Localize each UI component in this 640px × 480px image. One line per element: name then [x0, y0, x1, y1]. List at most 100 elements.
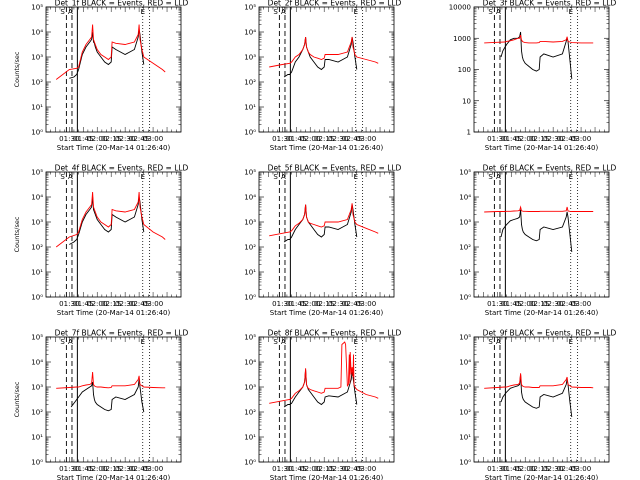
event-marker-label: S: [60, 8, 65, 16]
lld-series-line: [484, 205, 594, 213]
panel-title: Det_8f BLACK = Events, RED = LLD: [268, 329, 402, 338]
panel-title: Det_5f BLACK = Events, RED = LLD: [268, 164, 402, 173]
x-tick-label: 02:30: [328, 465, 348, 473]
event-marker-label: A: [68, 338, 73, 346]
y-tick-label: 10⁴: [31, 359, 43, 367]
event-marker-label: S: [273, 338, 278, 346]
x-tick-label: 01:45: [501, 300, 521, 308]
panel-det-9: 10⁰10¹10²10³10⁴10⁵01:3001:4502:0002:1502…: [459, 329, 616, 480]
x-tick-label: 03:00: [356, 135, 376, 143]
y-tick-label: 10¹: [244, 269, 256, 277]
y-tick-label: 10⁰: [31, 459, 43, 467]
x-tick-label: 02:15: [101, 465, 121, 473]
x-tick-label: 01:30: [59, 465, 79, 473]
y-axis-label: Counts/sec: [13, 51, 21, 87]
y-tick-label: 10³: [31, 384, 43, 392]
y-tick-label: 10²: [459, 409, 471, 417]
event-marker-label: E: [354, 338, 358, 346]
event-marker-label: A: [68, 173, 73, 181]
event-marker-label: A: [281, 8, 286, 16]
panel-det-5: 10⁰10¹10²10³10⁴10⁵01:3001:4502:0002:1502…: [244, 164, 401, 318]
events-series-line: [500, 374, 573, 418]
y-tick-label: 10⁴: [31, 194, 43, 202]
panel-det-6: 10⁰10¹10²10³10⁴10⁵01:3001:4502:0002:1502…: [459, 164, 616, 318]
x-axis-label: Start Time (20-Mar-14 01:26:40): [270, 309, 384, 317]
y-tick-label: 10²: [244, 409, 256, 417]
y-tick-label: 100: [458, 66, 471, 74]
x-tick-label: 03:00: [143, 135, 163, 143]
x-tick-label: 03:00: [356, 465, 376, 473]
panel-title: Det_2f BLACK = Events, RED = LLD: [268, 0, 402, 8]
x-tick-label: 02:15: [314, 300, 334, 308]
panel-title: Det_6f BLACK = Events, RED = LLD: [483, 164, 617, 173]
x-tick-label: 01:30: [487, 465, 507, 473]
event-marker-label: A: [281, 338, 286, 346]
event-marker-label: S: [488, 338, 493, 346]
event-marker-label: E: [141, 173, 145, 181]
x-tick-label: 01:45: [501, 135, 521, 143]
y-tick-label: 10⁰: [459, 294, 471, 302]
y-tick-label: 10³: [244, 219, 256, 227]
x-tick-label: 02:15: [101, 300, 121, 308]
y-axis-label: Counts/sec: [13, 381, 21, 417]
plot-frame: [45, 336, 182, 463]
x-tick-label: 02:15: [529, 465, 549, 473]
x-tick-label: 02:45: [129, 465, 149, 473]
lld-series-line: [484, 373, 594, 389]
x-tick-label: 02:15: [101, 135, 121, 143]
x-tick-label: 01:45: [286, 300, 306, 308]
x-tick-label: 02:45: [342, 300, 362, 308]
panel-title: Det_7f BLACK = Events, RED = LLD: [55, 329, 189, 338]
x-tick-label: 02:00: [87, 135, 107, 143]
y-tick-label: 10⁵: [31, 169, 43, 177]
lld-series-line: [269, 203, 379, 237]
x-tick-label: 02:45: [342, 135, 362, 143]
event-marker-label: E: [569, 338, 573, 346]
y-tick-label: 10⁵: [244, 169, 256, 177]
x-tick-label: 02:30: [115, 465, 135, 473]
event-marker-label: S: [488, 173, 493, 181]
y-tick-label: 1: [467, 129, 471, 137]
event-marker-label: A: [496, 8, 501, 16]
y-tick-label: 10³: [244, 54, 256, 62]
panel-title: Det_9f BLACK = Events, RED = LLD: [483, 329, 617, 338]
x-tick-label: 02:45: [557, 300, 577, 308]
y-tick-label: 10⁴: [459, 359, 471, 367]
y-tick-label: 10⁵: [244, 4, 256, 12]
x-tick-label: 01:30: [487, 135, 507, 143]
x-tick-label: 02:45: [129, 300, 149, 308]
panel-det-2: 10⁰10¹10²10³10⁴10⁵01:3001:4502:0002:1502…: [244, 0, 401, 152]
event-marker-label: E: [141, 8, 145, 16]
x-axis-label: Start Time (20-Mar-14 01:26:40): [485, 474, 599, 480]
x-tick-label: 02:30: [115, 300, 135, 308]
panel-det-8: 10⁰10¹10²10³10⁴10⁵01:3001:4502:0002:1502…: [244, 329, 401, 480]
x-axis-label: Start Time (20-Mar-14 01:26:40): [485, 144, 599, 152]
x-tick-label: 02:00: [515, 135, 535, 143]
y-tick-label: 10⁵: [31, 334, 43, 342]
events-series-line: [500, 209, 573, 253]
event-marker-label: A: [496, 338, 501, 346]
x-axis-label: Start Time (20-Mar-14 01:26:40): [57, 309, 171, 317]
panel-det-7: 10⁰10¹10²10³10⁴10⁵01:3001:4502:0002:1502…: [13, 329, 189, 480]
event-marker-label: E: [141, 338, 145, 346]
x-tick-label: 01:45: [73, 300, 93, 308]
x-tick-label: 01:45: [286, 465, 306, 473]
y-tick-label: 10³: [31, 54, 43, 62]
event-marker-label: A: [496, 173, 501, 181]
y-axis-label: Counts/sec: [13, 216, 21, 252]
plot-frame: [258, 6, 395, 133]
x-tick-label: 03:00: [571, 465, 591, 473]
y-tick-label: 10: [462, 97, 471, 105]
x-tick-label: 02:30: [543, 135, 563, 143]
x-tick-label: 02:30: [328, 135, 348, 143]
x-tick-label: 02:00: [515, 300, 535, 308]
events-series-line: [283, 36, 358, 78]
y-tick-label: 10¹: [244, 104, 256, 112]
y-tick-label: 10⁴: [31, 29, 43, 37]
x-axis-label: Start Time (20-Mar-14 01:26:40): [270, 144, 384, 152]
panel-det-4: 10⁰10¹10²10³10⁴10⁵01:3001:4502:0002:1502…: [13, 164, 189, 318]
x-axis-label: Start Time (20-Mar-14 01:26:40): [57, 474, 171, 480]
panel-det-3: 1 10 100 1000 10000 01:3001:4502:0002:1502:30…: [449, 0, 617, 152]
events-series-line: [500, 31, 573, 79]
